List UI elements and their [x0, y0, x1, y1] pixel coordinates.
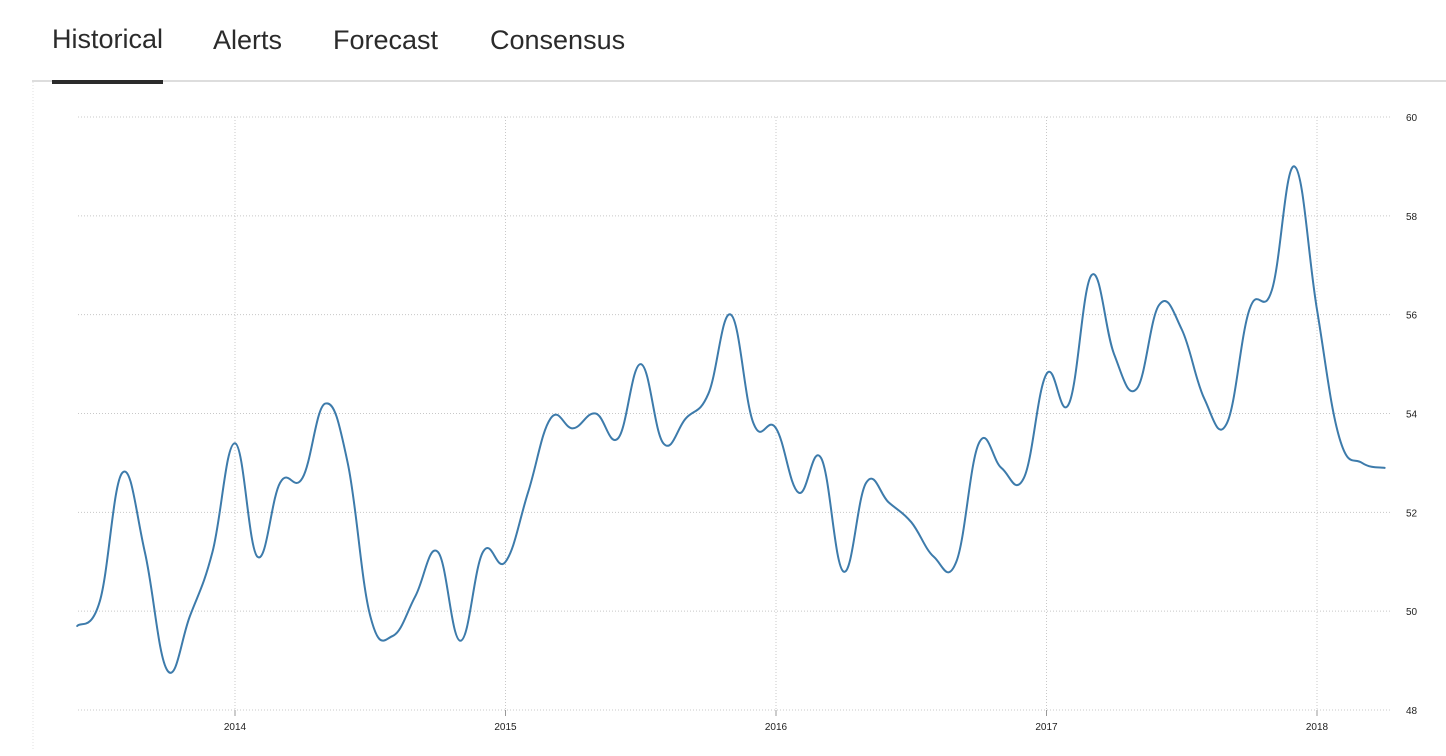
data-point[interactable] [186, 612, 194, 620]
data-point[interactable] [659, 439, 667, 447]
data-point[interactable] [907, 518, 915, 526]
y-tick-label: 56 [1406, 311, 1418, 322]
chart-area: 2014 2015 2016 2017 2018 48 50 52 54 56 58 60 [0, 82, 1446, 751]
y-axis-tick-labels: 48 50 52 54 56 58 60 [1406, 113, 1418, 717]
y-tick-label: 48 [1406, 706, 1418, 717]
data-point[interactable] [1020, 474, 1028, 482]
data-point[interactable] [614, 434, 622, 442]
tab-alerts[interactable]: Alerts [213, 0, 282, 82]
data-point[interactable] [1200, 395, 1208, 403]
data-point[interactable] [1133, 385, 1141, 393]
tab-historical-label: Historical [52, 24, 164, 54]
data-point[interactable] [366, 612, 374, 620]
y-tick-label: 52 [1406, 508, 1418, 519]
tab-alerts-label: Alerts [213, 25, 283, 55]
y-tick-label: 54 [1406, 410, 1418, 421]
series-layer [73, 162, 1389, 675]
data-point[interactable] [163, 667, 171, 675]
data-point[interactable] [1268, 286, 1276, 294]
y-tick-label: 58 [1406, 212, 1418, 223]
data-point[interactable] [1088, 271, 1096, 279]
data-point[interactable] [727, 311, 735, 319]
tab-historical[interactable]: Historical [52, 0, 164, 84]
x-tick-label: 2017 [1035, 722, 1058, 733]
data-point[interactable] [997, 464, 1005, 472]
data-point[interactable] [1245, 306, 1253, 314]
data-point[interactable] [96, 597, 104, 605]
data-point[interactable] [1110, 350, 1118, 358]
data-point[interactable] [524, 489, 532, 497]
data-point[interactable] [952, 558, 960, 566]
data-point[interactable] [299, 474, 307, 482]
x-tick-label: 2015 [494, 722, 517, 733]
data-point[interactable] [1358, 459, 1366, 467]
data-point[interactable] [772, 424, 780, 432]
x-tick-label: 2014 [224, 722, 247, 733]
data-point[interactable] [209, 548, 217, 556]
data-point[interactable] [1178, 326, 1186, 334]
tab-forecast-label: Forecast [333, 25, 439, 55]
data-point[interactable] [682, 414, 690, 422]
data-point[interactable] [817, 454, 825, 462]
data-point[interactable] [321, 400, 329, 408]
data-point[interactable] [547, 414, 555, 422]
data-point[interactable] [276, 479, 284, 487]
data-point[interactable] [411, 592, 419, 600]
active-tab-indicator [52, 80, 164, 84]
tab-bar: Historical Alerts Forecast Consensus [32, 0, 1446, 84]
data-point[interactable] [930, 553, 938, 561]
data-point[interactable] [434, 548, 442, 556]
tab-consensus-label: Consensus [490, 25, 626, 55]
y-tick-label: 50 [1406, 607, 1418, 618]
data-point[interactable] [704, 390, 712, 398]
data-point[interactable] [795, 489, 803, 497]
data-point[interactable] [254, 553, 262, 561]
data-point[interactable] [479, 548, 487, 556]
data-point[interactable] [840, 568, 848, 576]
horizontal-gridlines [78, 116, 1390, 711]
data-point[interactable] [637, 360, 645, 368]
data-point[interactable] [975, 439, 983, 447]
data-point[interactable] [1155, 301, 1163, 309]
data-point[interactable] [750, 419, 758, 427]
data-point[interactable] [141, 548, 149, 556]
data-point[interactable] [389, 632, 397, 640]
data-point[interactable] [73, 622, 81, 630]
data-point[interactable] [502, 558, 510, 566]
data-point[interactable] [1223, 419, 1231, 427]
data-point[interactable] [1336, 434, 1344, 442]
x-axis-tick-labels: 2014 2015 2016 2017 2018 [224, 722, 1329, 733]
y-tick-label: 60 [1406, 113, 1418, 124]
data-point[interactable] [592, 410, 600, 418]
data-point[interactable] [1065, 400, 1073, 408]
data-point[interactable] [344, 459, 352, 467]
line-chart: 2014 2015 2016 2017 2018 48 50 52 54 56 58 60 [32, 82, 1418, 751]
data-point[interactable] [1043, 370, 1051, 378]
data-point[interactable] [862, 479, 870, 487]
series-line [76, 165, 1386, 674]
data-point[interactable] [118, 469, 126, 477]
data-point[interactable] [885, 498, 893, 506]
data-point[interactable] [231, 439, 239, 447]
vertical-gridlines [32, 82, 1318, 751]
x-tick-label: 2018 [1306, 722, 1329, 733]
tab-forecast[interactable]: Forecast [333, 0, 438, 82]
data-point[interactable] [456, 637, 464, 645]
x-tick-label: 2016 [765, 722, 788, 733]
tab-consensus[interactable]: Consensus [490, 0, 625, 82]
data-point[interactable] [569, 424, 577, 432]
data-point[interactable] [1313, 306, 1321, 314]
data-point[interactable] [1291, 162, 1299, 170]
data-point[interactable] [1381, 464, 1389, 472]
